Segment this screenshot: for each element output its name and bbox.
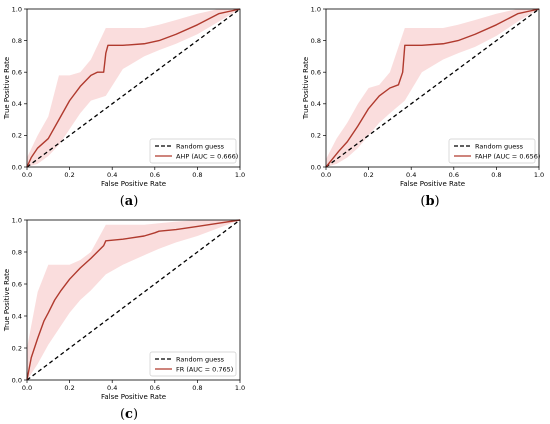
x-tick-label: 0.8 [192,384,202,392]
legend-box [149,351,237,377]
caption-open-paren: ( [120,194,125,209]
x-tick-label: 1.0 [235,384,245,392]
legend-box [149,138,237,164]
y-tick-label: 0.2 [311,132,321,140]
y-tick-label: 0.4 [12,100,22,108]
x-tick-label: 0.4 [406,171,416,179]
y-axis-label: True Positive Rate [302,57,310,120]
plot-frame [325,8,540,168]
x-tick-label: 0.2 [64,384,74,392]
confidence-band [27,9,240,167]
x-tick-label: 0.2 [363,171,373,179]
x-tick-label: 0.6 [150,384,160,392]
x-tick-label: 0.8 [192,171,202,179]
legend-label: Random guess [176,142,225,150]
x-tick-label: 0.4 [107,384,117,392]
x-axis-label: False Positive Rate [400,180,465,188]
confidence-band [326,9,539,167]
caption-open-paren: ( [120,407,125,422]
legend-label: FR (AUC = 0.765) [176,365,233,373]
panel-caption: (c) [120,407,138,422]
legend-label: Random guess [176,355,225,363]
roc-curve-line [26,219,241,381]
y-axis-label: True Positive Rate [3,57,11,120]
x-tick-label: 0.0 [321,171,331,179]
x-tick-label: 1.0 [235,171,245,179]
random-guess-line [325,8,540,168]
legend-box [448,138,536,164]
panel-caption: (b) [420,194,439,209]
x-tick-label: 0.8 [491,171,501,179]
y-tick-label: 1.0 [12,216,22,224]
x-tick-label: 0.0 [22,171,32,179]
y-tick-label: 0.8 [12,37,22,45]
x-tick-label: 0.0 [22,384,32,392]
y-tick-label: 0.0 [12,376,22,384]
y-tick-label: 0.0 [12,163,22,171]
caption-close-paren: ) [133,407,138,422]
legend-label: AHP (AUC = 0.666) [176,152,238,160]
random-guess-line [26,8,241,168]
y-tick-label: 0.6 [12,69,22,77]
x-tick-label: 0.4 [107,171,117,179]
y-tick-label: 0.8 [311,37,321,45]
x-tick-label: 0.2 [64,171,74,179]
caption-letter: c [125,407,133,422]
y-tick-label: 0.2 [12,132,22,140]
y-tick-label: 0.6 [311,69,321,77]
x-tick-label: 1.0 [534,171,544,179]
random-guess-line [26,219,241,381]
y-tick-label: 0.6 [12,280,22,288]
y-tick-label: 0.2 [12,344,22,352]
roc-chart-a: 0.0 0.2 0.4 0.6 0.8 1.0 0.0 0.2 0.4 0.6 0.8 1.0 Fals… [3,5,245,209]
caption-letter: a [125,194,134,209]
roc-chart-c: 0.0 0.2 0.4 0.6 0.8 1.0 0.0 0.2 0.4 0.6 0.8 1.0 Fals… [3,216,245,422]
caption-close-paren: ) [435,194,440,209]
x-tick-label: 0.6 [150,171,160,179]
roc-curve-line [325,8,540,168]
caption-letter: b [425,194,434,209]
y-tick-label: 0.4 [311,100,321,108]
caption-close-paren: ) [133,194,138,209]
caption-open-paren: ( [420,194,425,209]
x-axis-label: False Positive Rate [101,180,166,188]
y-tick-label: 0.4 [12,312,22,320]
roc-chart-b: 0.0 0.2 0.4 0.6 0.8 1.0 0.0 0.2 0.4 0.6 0.8 1.0 Fals… [302,5,544,209]
legend-label: Random guess [475,142,524,150]
y-tick-label: 0.0 [311,163,321,171]
confidence-band [27,220,240,380]
roc-curve-line [26,8,241,168]
plot-frame [26,8,241,168]
plot-frame [26,219,241,381]
y-tick-label: 1.0 [311,5,321,13]
y-axis-label: True Positive Rate [3,269,11,332]
y-tick-label: 0.8 [12,248,22,256]
y-tick-label: 1.0 [12,5,22,13]
legend-label: FAHP (AUC = 0.656) [475,152,540,160]
x-axis-label: False Positive Rate [101,393,166,401]
x-tick-label: 0.6 [449,171,459,179]
panel-caption: (a) [120,194,139,209]
